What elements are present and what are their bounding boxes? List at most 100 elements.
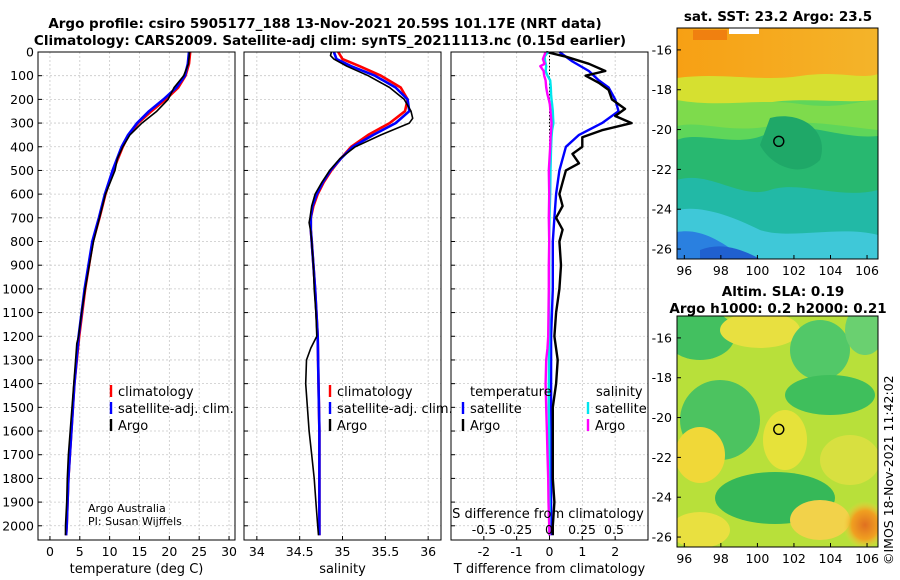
x-tick-label: 30 xyxy=(221,544,237,559)
series-s-argo xyxy=(539,51,553,536)
y-tick-label: 1700 xyxy=(2,447,34,462)
imos-watermark: ©IMOS 18-Nov-2021 11:42:02 xyxy=(881,375,896,565)
map-x-tick-label: 96 xyxy=(676,263,692,278)
y-tick-label: 700 xyxy=(10,210,34,225)
y-tick-label: 2000 xyxy=(2,518,34,533)
map-x-tick-label: 104 xyxy=(819,263,843,278)
x-axis-label: salinity xyxy=(319,562,366,577)
map-x-tick-label: 98 xyxy=(713,263,729,278)
argo-location-marker xyxy=(773,135,785,148)
sla-map-axes: 96 98 100 102 104 106 -16 -18 -20 -22 -24 -26 xyxy=(652,330,879,566)
s-tick-label: 0 xyxy=(545,522,553,537)
map-y-tick-label: -18 xyxy=(652,82,672,97)
y-tick-label: 800 xyxy=(10,234,34,249)
map-y-tick-label: -16 xyxy=(652,330,672,345)
map-x-tick-label: 98 xyxy=(713,551,729,566)
sla-heatmap xyxy=(677,316,878,547)
map-x-tick-label: 102 xyxy=(782,263,806,278)
y-tick-label: 400 xyxy=(10,139,34,154)
y-tick-label: 200 xyxy=(10,92,34,107)
legend-t-satellite-label: satellite xyxy=(470,402,522,417)
series-argo xyxy=(64,51,191,536)
map-x-tick-label: 104 xyxy=(819,551,843,566)
map-x-tick-label: 100 xyxy=(745,551,769,566)
x-tick-label: 2 xyxy=(611,544,619,559)
x-tick-label: 36 xyxy=(420,544,436,559)
y-tick-label: 1300 xyxy=(2,352,34,367)
legend-satellite-adj-label: satellite-adj. clim. xyxy=(337,402,453,417)
map-x-tick-label: 96 xyxy=(676,551,692,566)
y-tick-label: 1500 xyxy=(2,400,34,415)
series-satellite-adj-clim- xyxy=(309,51,411,536)
map-y-tick-label: -24 xyxy=(652,490,672,505)
map-y-tick-label: -24 xyxy=(652,202,672,217)
map-y-tick-label: -16 xyxy=(652,42,672,57)
sla-map-subtitle: Argo h1000: 0.2 h2000: 0.21 xyxy=(669,301,886,317)
sst-map-title: sat. SST: 23.2 Argo: 23.5 xyxy=(684,9,872,25)
x-axis-label: temperature (deg C) xyxy=(70,562,204,577)
x-tick-label: -2 xyxy=(478,544,490,559)
salinity-profile-plot: 34 34.5 35 35.5 36 salinity xyxy=(243,51,442,577)
x-tick-label: 0 xyxy=(46,544,54,559)
map-y-tick-label: -22 xyxy=(652,450,672,465)
x-tick-label: 5 xyxy=(76,544,84,559)
legend-climatology-label: climatology xyxy=(337,385,413,400)
map-x-tick-label: 106 xyxy=(855,551,879,566)
legend-salinity-title: salinity xyxy=(596,385,643,400)
temperature-profile-plot: 0 5 10 15 20 25 300100200300400500600700800900… xyxy=(2,45,237,578)
y-tick-label: 100 xyxy=(10,68,34,83)
y-tick-label: 300 xyxy=(10,116,34,131)
y-tick-label: 1600 xyxy=(2,424,34,439)
x-tick-label: 10 xyxy=(102,544,118,559)
series-t-argo xyxy=(545,50,633,536)
x-tick-label: -1 xyxy=(510,544,522,559)
y-tick-label: 1100 xyxy=(2,305,34,320)
credit-line2: PI: Susan Wijffels xyxy=(88,515,182,528)
series-argo xyxy=(304,51,414,536)
figure-title-line2: Climatology: CARS2009. Satellite-adj cli… xyxy=(34,33,626,49)
x-tick-label: 15 xyxy=(132,544,148,559)
s-tick-label: -0.25 xyxy=(500,522,532,537)
sla-map-title: Altim. SLA: 0.19 xyxy=(722,284,844,300)
argo-location-marker xyxy=(773,423,785,436)
y-tick-label: 600 xyxy=(10,187,34,202)
x-tick-label: 0 xyxy=(546,544,554,559)
map-y-tick-label: -26 xyxy=(652,530,672,545)
x-axis-label: T difference from climatology xyxy=(453,562,646,577)
sst-map-axes: 96 98 100 102 104 106 -16 -18 -20 -22 -24 -26 xyxy=(652,42,879,278)
x-tick-label: 34 xyxy=(249,544,265,559)
y-tick-label: 500 xyxy=(10,163,34,178)
map-y-tick-label: -20 xyxy=(652,122,672,137)
legend-s-satellite-label: satellite xyxy=(595,402,647,417)
sst-heatmap xyxy=(677,28,878,259)
map-y-tick-label: -20 xyxy=(652,410,672,425)
difference-legend: temperature satellite Argo salinity sate… xyxy=(461,385,647,434)
s-tick-label: 0.25 xyxy=(568,522,596,537)
legend-temperature-title: temperature xyxy=(470,385,552,400)
s-tick-label: 0.5 xyxy=(604,522,624,537)
s-difference-label: S difference from climatology xyxy=(452,507,644,522)
credit-line1: Argo Australia xyxy=(88,502,166,515)
map-y-tick-label: -26 xyxy=(652,242,672,257)
legend-argo-label: Argo xyxy=(118,419,148,434)
y-tick-label: 1000 xyxy=(2,281,34,296)
legend-climatology-label: climatology xyxy=(118,385,194,400)
series-satellite-adj-clim- xyxy=(64,51,191,536)
map-x-tick-label: 102 xyxy=(782,551,806,566)
series-t-satellite xyxy=(549,51,620,536)
temperature-legend: climatology satellite-adj. clim. Argo xyxy=(109,385,234,434)
map-x-tick-label: 100 xyxy=(745,263,769,278)
legend-s-argo-label: Argo xyxy=(595,419,625,434)
map-y-tick-label: -18 xyxy=(652,370,672,385)
y-tick-label: 1800 xyxy=(2,471,34,486)
x-tick-label: 35.5 xyxy=(371,544,399,559)
legend-satellite-adj-label: satellite-adj. clim. xyxy=(118,402,234,417)
map-x-tick-label: 106 xyxy=(855,263,879,278)
x-tick-label: 34.5 xyxy=(286,544,314,559)
map-y-tick-label: -22 xyxy=(652,162,672,177)
y-tick-label: 1400 xyxy=(2,376,34,391)
x-tick-label: 25 xyxy=(191,544,207,559)
legend-t-argo-label: Argo xyxy=(470,419,500,434)
salinity-legend: climatology satellite-adj. clim. Argo xyxy=(328,385,453,434)
